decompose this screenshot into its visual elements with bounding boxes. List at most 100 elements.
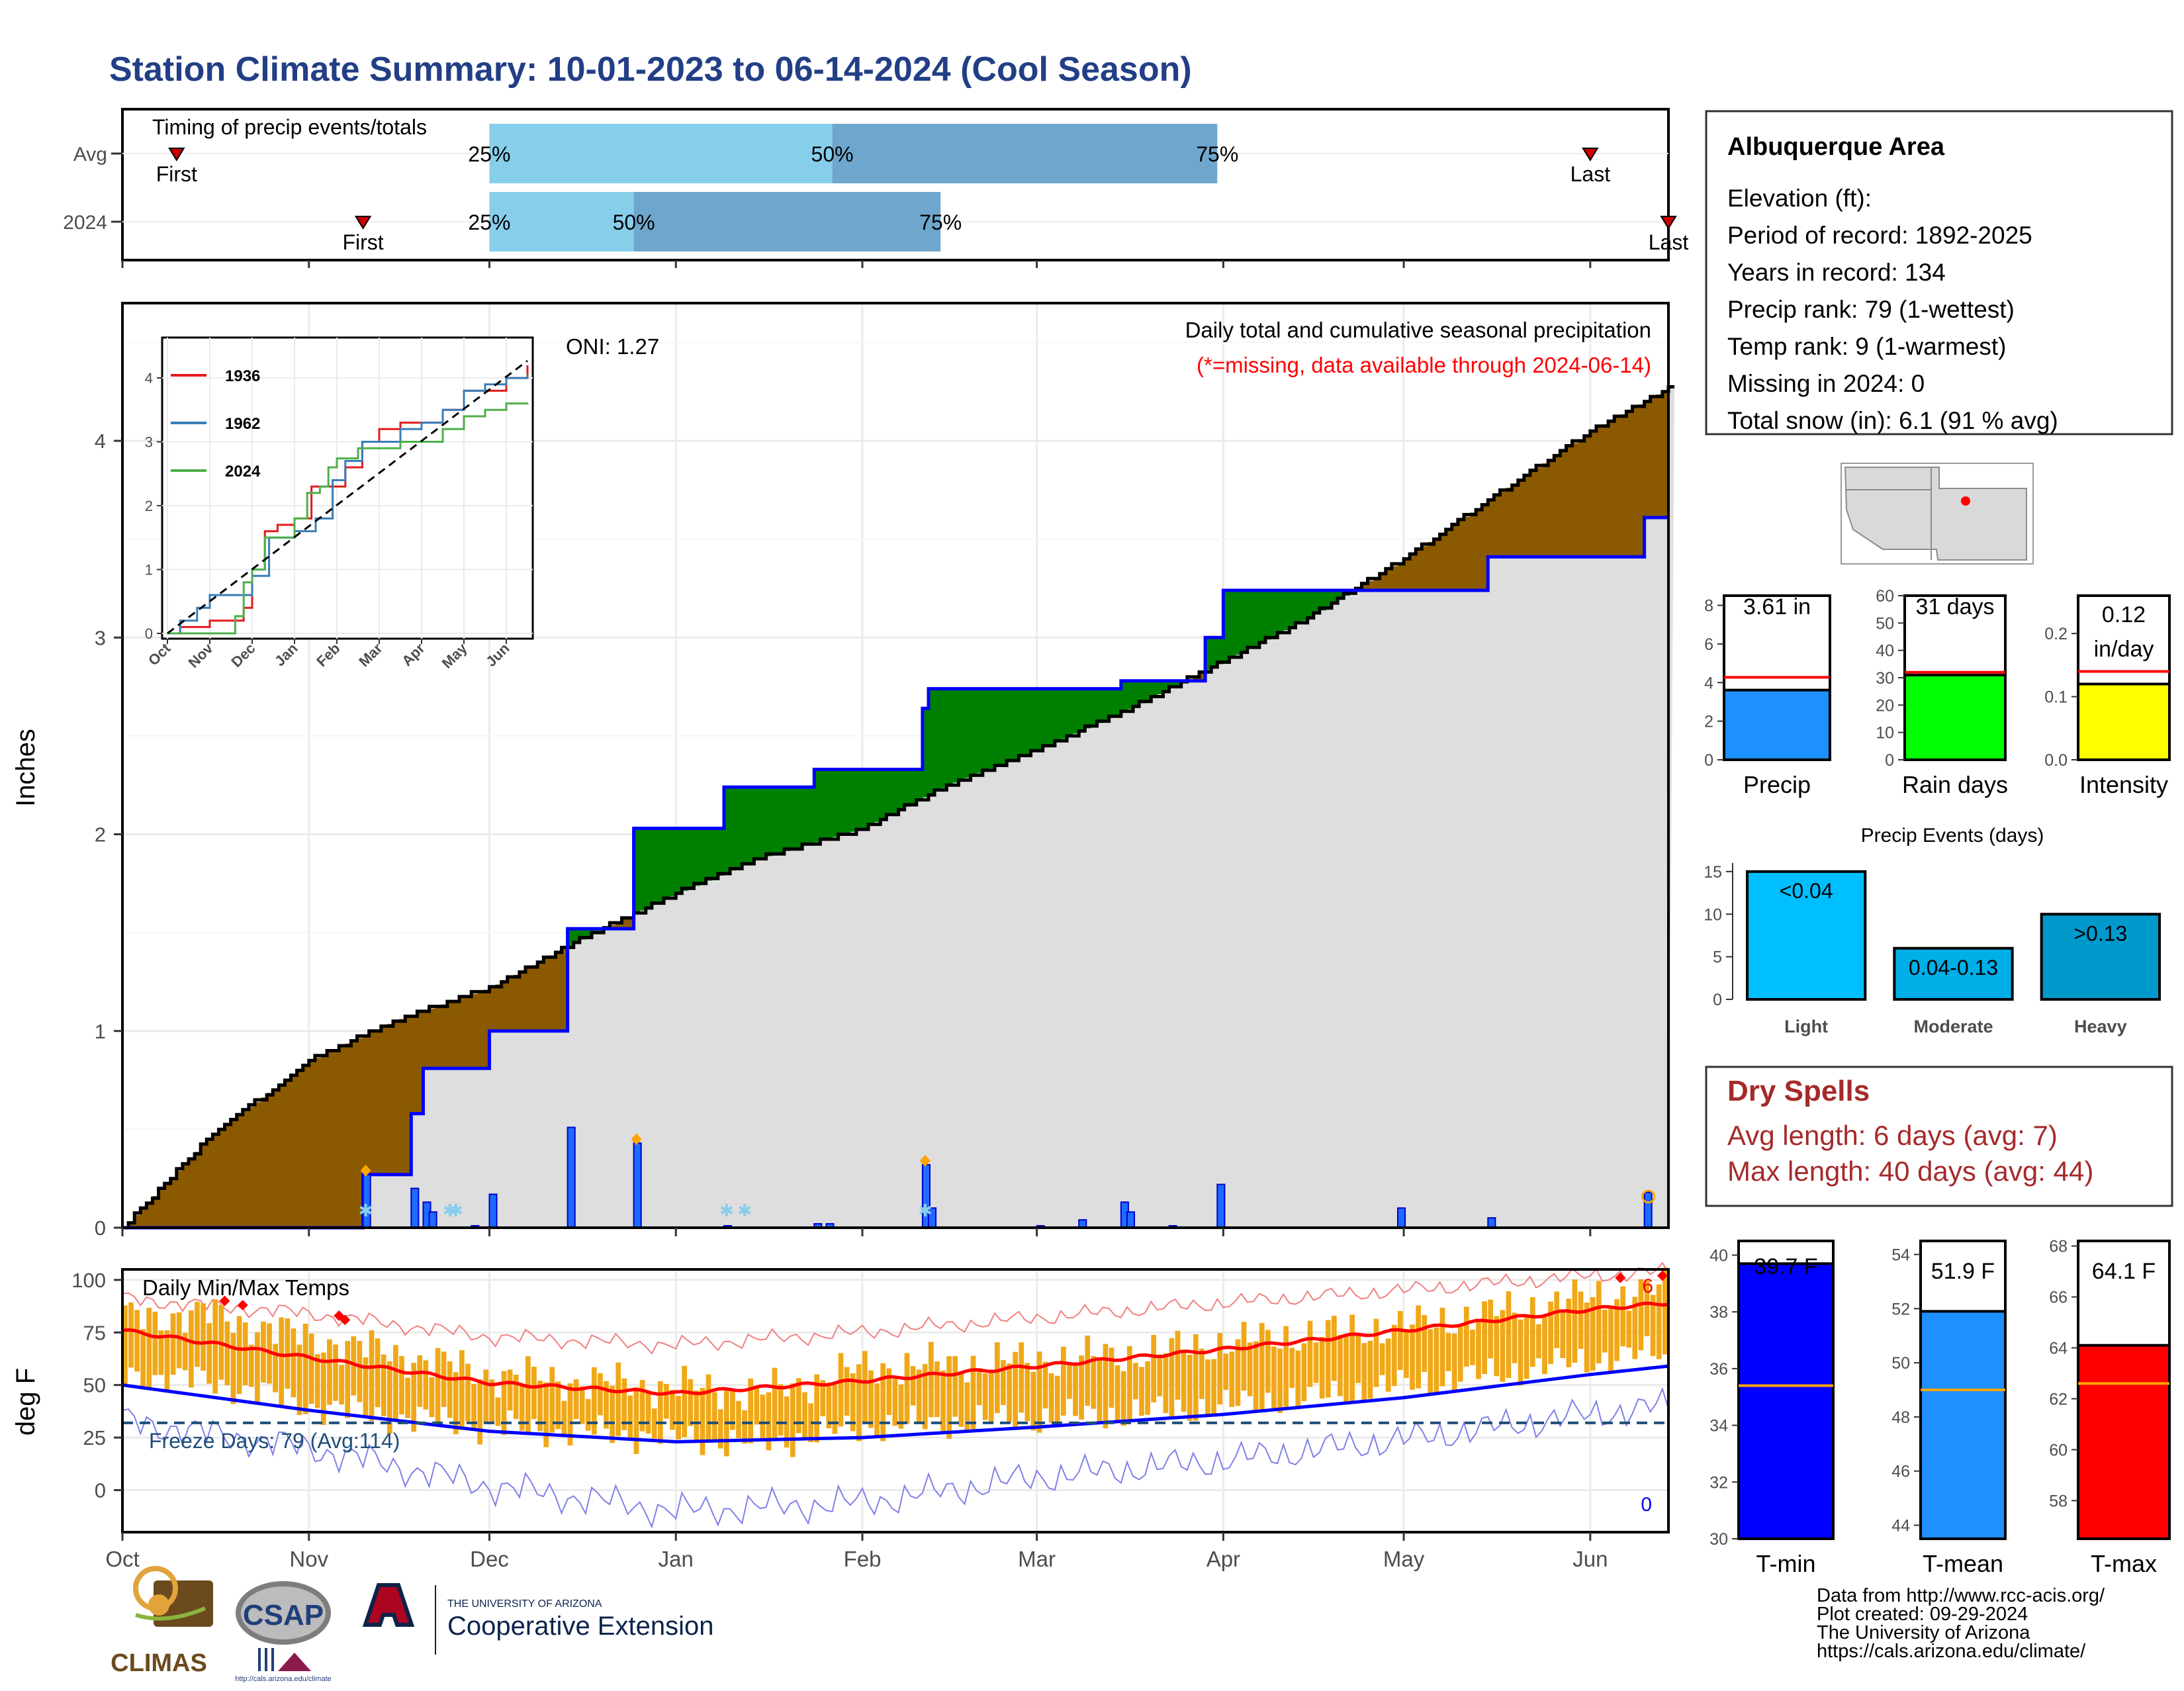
daily-temp-bar [273, 1344, 278, 1393]
daily-temp-bar [291, 1328, 296, 1398]
month-tick-label: Apr [1206, 1547, 1240, 1571]
daily-temp-bar [1030, 1371, 1036, 1431]
inset-line-1962 [167, 375, 529, 635]
dry-spells-title: Dry Spells [1727, 1075, 1870, 1107]
daily-temp-bar [1175, 1330, 1181, 1400]
daily-temp-bar [302, 1323, 308, 1414]
daily-temp-bar [982, 1373, 988, 1420]
rain-days-y-tick: 40 [1876, 642, 1894, 661]
daily-temp-bar [838, 1353, 844, 1427]
timing-quartile-label: 75% [919, 210, 962, 234]
daily-precip-bar [1396, 1207, 1406, 1229]
intensity-y-tick: 0.2 [2044, 625, 2068, 643]
daily-temp-bar [604, 1381, 609, 1429]
daily-temp-bar [459, 1350, 465, 1430]
daily-temp-bar [760, 1394, 766, 1440]
daily-temp-bar [711, 1392, 717, 1441]
daily-temp-bar [573, 1379, 579, 1420]
daily-temp-bar [651, 1408, 657, 1439]
station-name: Albuquerque Area [1727, 133, 1945, 161]
daily-temp-bar [357, 1340, 363, 1402]
rain-days-bar [1903, 673, 2007, 761]
daily-temp-bar [1151, 1334, 1157, 1402]
daily-temp-bar [320, 1352, 326, 1425]
daily-temp-bar [1650, 1295, 1656, 1356]
timing-quartile-label: 25% [468, 210, 510, 234]
inset-legend-label: 1962 [225, 415, 260, 433]
timing-last-marker [1660, 216, 1677, 230]
events-bar-label: 0.04-0.13 [1909, 956, 1998, 980]
daily-temp-bar [1115, 1365, 1120, 1422]
deficit-area [128, 390, 1669, 1228]
precip-total-y-tick: 6 [1704, 635, 1713, 654]
daily-temp-bar [507, 1369, 513, 1411]
inset-line-2024 [167, 402, 529, 635]
daily-temp-bar [766, 1392, 772, 1451]
daily-temp-bar [676, 1396, 681, 1440]
daily-temp-bar [369, 1330, 375, 1421]
daily-temp-bar [898, 1384, 904, 1429]
daily-temp-bar [1602, 1309, 1608, 1353]
daily-temp-bar [1319, 1337, 1325, 1399]
daily-temp-bar [1620, 1286, 1626, 1347]
daily-temp-bar [1608, 1307, 1614, 1373]
timing-title: Timing of precip events/totals [152, 115, 427, 139]
daily-temp-bar [519, 1385, 525, 1431]
t-min-chart: 30 32 34 36 38 40 T-min 39.7 F [1709, 1240, 1835, 1577]
daily-temp-bar [537, 1381, 543, 1432]
daily-temp-bar [489, 1379, 495, 1422]
daily-temp-bar [946, 1356, 952, 1440]
info-precip-rank: Precip rank: 79 (1-wettest) [1727, 296, 2015, 323]
daily-temp-bar [1259, 1323, 1265, 1412]
daily-temp-bar [1482, 1301, 1487, 1374]
daily-temp-bar [730, 1391, 735, 1430]
snow-markers: ✱ ✱✱ ✱ ✱ ✱ [359, 1133, 1656, 1220]
daily-temp-bar [134, 1310, 140, 1372]
daily-temp-bar [940, 1370, 946, 1432]
daily-temp-bar [1307, 1320, 1313, 1387]
daily-temp-bar [1379, 1343, 1385, 1375]
ua-logo-small: THE UNIVERSITY OF ARIZONA [447, 1598, 602, 1610]
record-high-marker [340, 1314, 351, 1326]
precip-y-tick: 1 [95, 1020, 106, 1043]
timing-bar-q50-q75 [832, 124, 1218, 183]
daily-temp-bar [1301, 1343, 1307, 1402]
daily-temp-bar [1013, 1351, 1018, 1430]
daily-temp-bar [645, 1393, 651, 1434]
snow-marker: ✱ [449, 1201, 463, 1220]
info-years: Years in record: 134 [1727, 259, 1946, 286]
daily-temp-bar [261, 1321, 266, 1383]
daily-temp-bar [1223, 1353, 1229, 1391]
record-high-count: 6 [1642, 1275, 1653, 1297]
daily-temp-bar [531, 1366, 537, 1420]
temp-y-tick: 0 [95, 1479, 106, 1502]
daily-temp-bar [591, 1367, 597, 1435]
observed-cumulative-line [122, 516, 1668, 1230]
daily-temp-bar [1205, 1359, 1210, 1416]
precip-total-bar [1723, 688, 1831, 762]
daily-temp-bar [308, 1333, 314, 1404]
events-bar-label: >0.13 [2073, 921, 2127, 945]
daily-temp-bar [705, 1374, 711, 1440]
daily-temp-bar [146, 1307, 152, 1389]
station-location-marker [1961, 496, 1970, 506]
daily-temp-bar [296, 1344, 302, 1416]
daily-temp-bar [1367, 1340, 1373, 1399]
inset-y-tick: 1 [145, 562, 153, 578]
record-high-marker [237, 1299, 248, 1310]
daily-temp-bar [688, 1379, 694, 1426]
daily-temp-bar [164, 1330, 170, 1393]
t-max-y-tick: 68 [2049, 1238, 2068, 1256]
month-tick-label: Oct [105, 1547, 139, 1571]
daily-temp-bar [477, 1379, 483, 1445]
snow-marker: ✱ [359, 1201, 373, 1220]
temp-y-tick: 25 [83, 1426, 106, 1449]
info-temp-rank: Temp rank: 9 (1-warmest) [1727, 333, 2007, 360]
daily-temp-bar [1109, 1348, 1115, 1408]
daily-temp-bar [429, 1377, 435, 1418]
daily-precip-bar [410, 1187, 420, 1229]
daily-temp-bar [435, 1348, 441, 1426]
daily-temp-bar [399, 1355, 404, 1415]
